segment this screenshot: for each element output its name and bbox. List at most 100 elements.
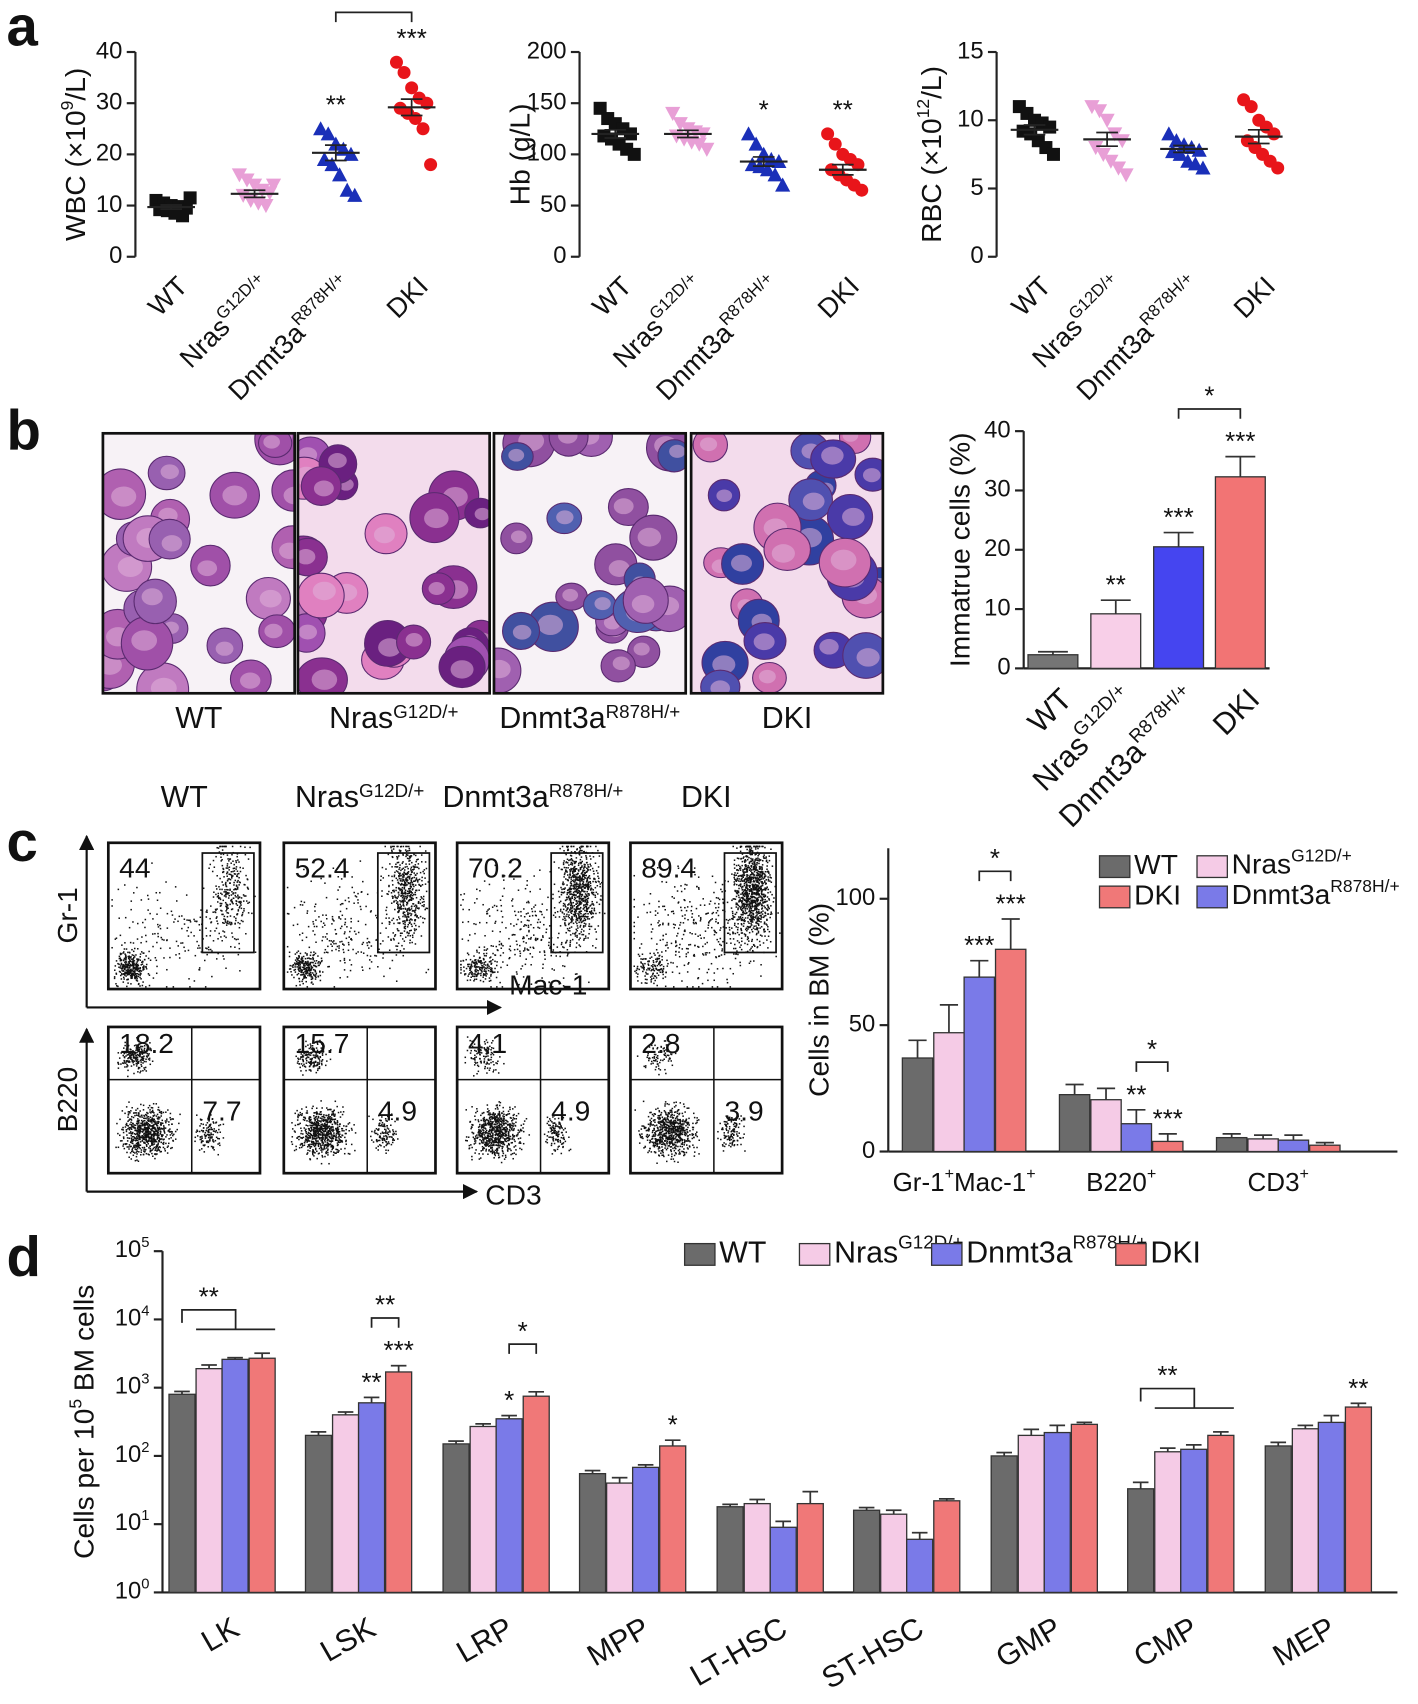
event-dot [334,1123,337,1125]
event-dot [384,1118,387,1120]
event-dot [576,934,578,937]
event-dot [595,845,597,848]
event-dot [132,1050,134,1052]
event-dot [380,1132,382,1135]
event-dot [172,1134,174,1137]
event-dot [130,1065,133,1067]
event-dot [147,1126,149,1129]
event-dot [225,885,227,887]
event-dot [146,1141,148,1143]
event-dot [236,870,239,872]
event-dot [416,859,418,861]
event-dot [415,896,418,899]
event-dot [387,1128,390,1130]
event-dot [217,922,219,925]
event-dot [589,863,592,866]
event-dot [123,974,126,976]
event-dot [587,864,589,866]
event-dot [144,1142,146,1144]
event-dot [562,892,565,894]
event-dot [395,866,398,868]
event-dot [147,1130,150,1133]
event-dot [143,1124,146,1126]
event-dot [303,1119,306,1122]
event-dot [394,1120,396,1123]
event-dot [469,967,472,970]
event-dot [195,1131,198,1133]
event-dot [380,875,382,878]
event-dot [565,878,567,880]
event-dot [569,908,572,910]
event-dot [159,1151,162,1153]
event-dot [128,951,131,954]
event-dot [160,1141,162,1144]
event-dot [212,1130,215,1132]
cell-nucleus [197,560,218,577]
event-dot [585,895,588,897]
event-dot [231,908,234,910]
event-dot [419,915,422,918]
event-dot [311,1121,314,1124]
data-point [759,162,776,177]
event-dot [407,867,409,870]
event-dot [411,861,413,864]
event-dot [578,908,580,910]
event-dot [205,911,208,913]
event-dot [312,968,315,971]
event-dot [375,1127,378,1130]
event-dot [231,900,233,903]
event-dot [212,940,215,942]
event-dot [232,897,235,900]
event-dot [238,947,241,950]
event-dot [403,930,406,932]
event-dot [347,949,350,952]
quadrant-value: 4.9 [378,1096,417,1127]
gate [376,852,431,954]
event-dot [298,969,300,972]
event-dot [305,1112,308,1114]
event-dot [380,1144,382,1147]
event-dot [114,938,117,940]
event-dot [314,1065,316,1067]
event-dot [326,1134,328,1137]
event-dot [488,961,491,963]
event-dot [136,1056,138,1059]
event-dot [324,1137,326,1139]
event-dot [314,970,317,973]
event-dot [153,1132,155,1135]
event-dot [319,962,321,965]
event-dot [297,963,299,966]
event-dot [328,1162,330,1165]
event-dot [152,1140,155,1142]
event-dot [127,968,129,971]
event-dot [154,1132,157,1135]
event-dot [159,927,162,930]
event-dot [232,867,235,870]
data-point [246,178,263,193]
event-dot [469,972,471,974]
event-dot [296,1119,299,1121]
event-dot [157,1106,160,1109]
event-dot [309,1158,312,1161]
data-point [1103,154,1119,169]
event-dot [314,969,316,972]
event-dot [402,854,404,856]
event-dot [460,960,462,962]
event-dot [128,926,131,929]
event-dot [418,925,420,928]
event-dot [378,1114,380,1117]
event-dot [133,956,135,959]
data-point [405,81,419,95]
event-dot [123,1056,126,1059]
event-dot [339,1133,341,1135]
event-dot [133,1060,135,1063]
event-dot [579,892,581,895]
event-dot [307,1131,310,1134]
event-dot [220,936,222,938]
event-dot [159,924,161,927]
event-dot [133,947,136,950]
event-dot [215,1122,217,1124]
event-dot [318,1147,321,1150]
event-dot [133,1055,135,1058]
event-dot [304,1140,307,1142]
